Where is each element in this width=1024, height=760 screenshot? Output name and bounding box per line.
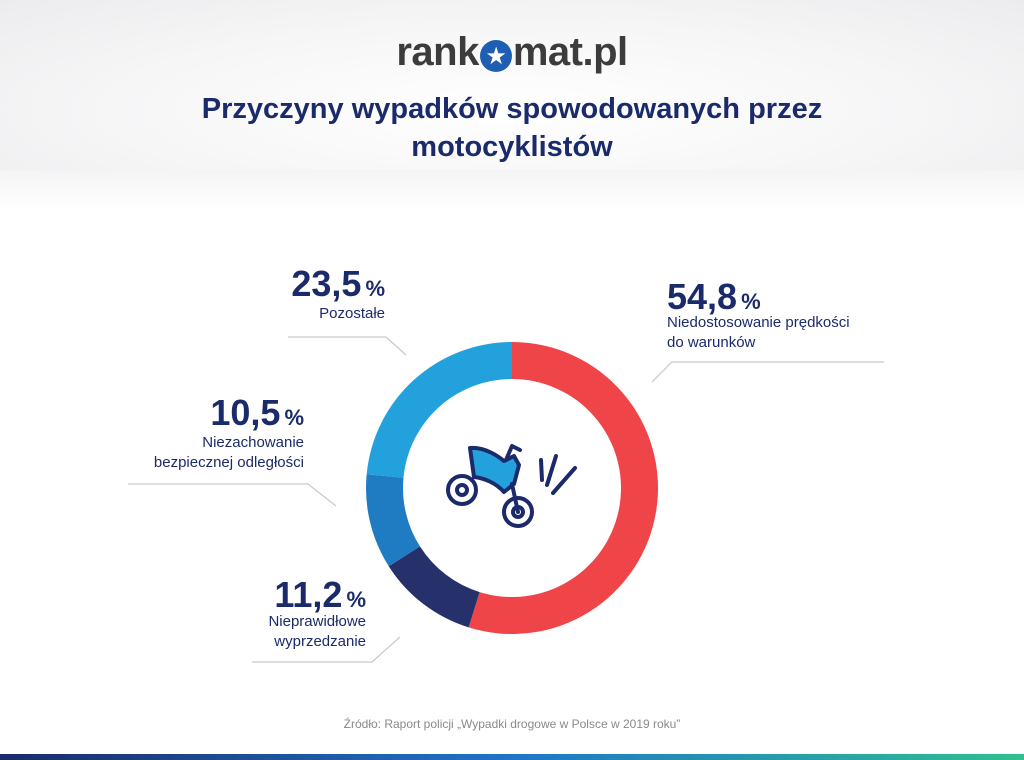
header-fade (0, 170, 1024, 210)
label-other-number: 23,5 (291, 263, 362, 304)
label-distance-line1: Niezachowanie (202, 434, 304, 451)
label-overtaking-unit: % (346, 587, 366, 612)
label-distance-name: Niezachowanie bezpiecznej odległości (100, 433, 304, 473)
leader-line-overtaking (252, 636, 401, 663)
label-distance-unit: % (284, 405, 304, 430)
leader-line-distance (128, 483, 337, 507)
motorcycle-body (468, 445, 521, 494)
label-other-value: 23,5% (200, 264, 385, 309)
donut-slice-2 (366, 474, 420, 567)
logo: rank ★ mat.pl (0, 30, 1024, 75)
leader-line-speed (651, 361, 884, 383)
label-distance-number: 10,5 (210, 392, 281, 433)
label-speed-line1: Niedostosowanie prędkości (667, 314, 850, 331)
leader-line-other (288, 336, 407, 356)
label-overtaking-name: Nieprawidłowe wyprzedzanie (200, 612, 366, 652)
label-other-unit: % (365, 276, 385, 301)
logo-text-left: rank (396, 30, 479, 74)
label-overtaking-number: 11,2 (274, 574, 343, 615)
logo-text-right: mat.pl (512, 30, 628, 74)
rear-wheel (446, 474, 478, 506)
donut-slice-3 (366, 342, 512, 478)
bottom-gradient-bar (0, 754, 1024, 760)
front-wheel (502, 496, 534, 528)
label-distance-line2: bezpiecznej odległości (153, 454, 304, 471)
motorcycle-handle (504, 444, 522, 462)
label-other-name: Pozostałe (200, 304, 385, 324)
motorcycle-crash-icon (446, 444, 577, 528)
source-note: Źródło: Raport policji „Wypadki drogowe … (343, 717, 681, 731)
leader-lines (128, 336, 884, 663)
logo-star-icon: ★ (479, 40, 512, 72)
label-other-line1: Pozostałe (319, 305, 385, 322)
label-speed-value: 54,8% (667, 277, 761, 322)
chart-title-line2: motocyklistów (411, 131, 613, 163)
motion-line-1 (539, 458, 544, 482)
motion-line-3 (551, 466, 577, 495)
chart-title-line1: Przyczyny wypadków spowodowanych przez (201, 93, 823, 125)
label-overtaking-line2: wyprzedzanie (274, 633, 366, 650)
donut-slice-1 (388, 546, 480, 628)
label-speed-name: Niedostosowanie prędkości do warunków (667, 313, 907, 353)
label-overtaking-value: 11,2% (200, 575, 366, 620)
label-distance-value: 10,5% (100, 393, 304, 438)
donut-slices (366, 342, 658, 634)
donut-slice-0 (468, 342, 658, 634)
header-background (0, 0, 1024, 200)
chart-title: Przyczyny wypadków spowodowanych przez m… (0, 90, 1024, 166)
label-speed-number: 54,8 (667, 276, 738, 317)
rear-wheel-hub (455, 483, 469, 497)
label-overtaking-line1: Nieprawidłowe (268, 613, 366, 630)
label-speed-line2: do warunków (667, 334, 756, 351)
motion-line-2 (545, 454, 558, 487)
label-speed-unit: % (741, 289, 761, 314)
motorcycle-fork (510, 482, 520, 514)
